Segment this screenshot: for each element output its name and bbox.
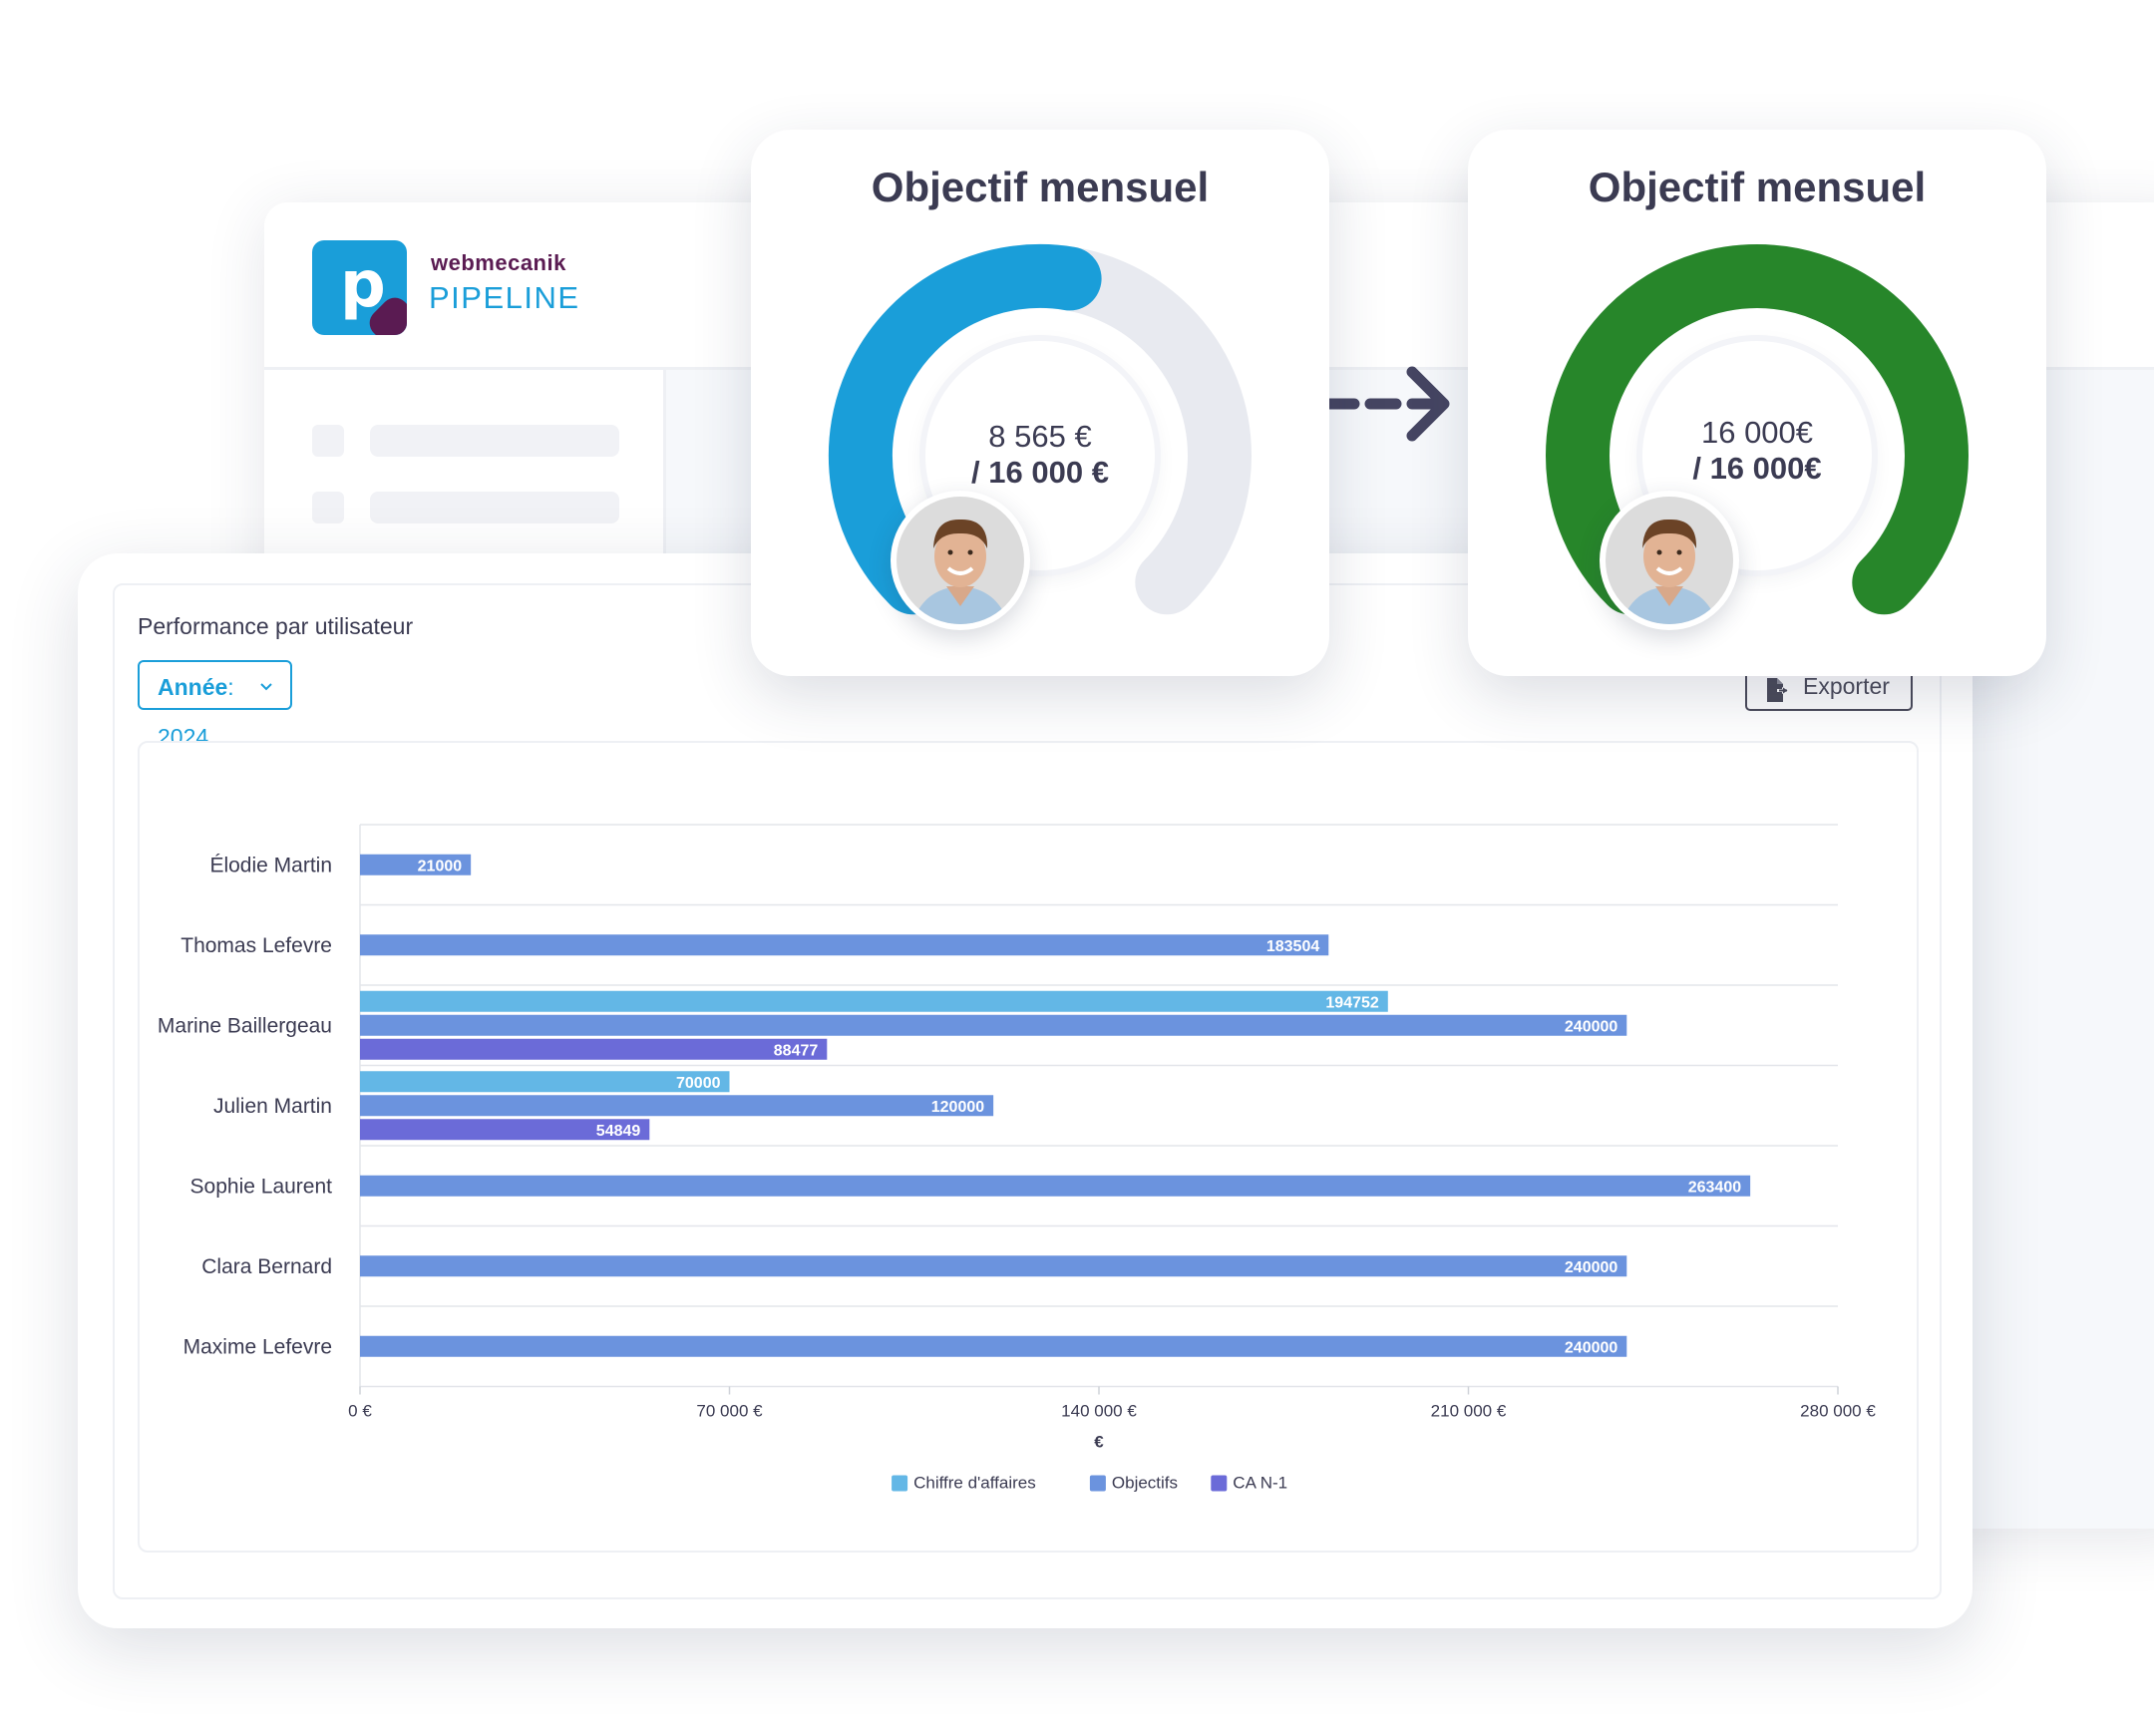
chevron-down-icon xyxy=(258,663,274,713)
avatar xyxy=(891,491,1030,630)
sidebar-placeholder-icon xyxy=(312,425,344,457)
objective-gauge xyxy=(1546,244,1969,615)
bar-value-label: 240000 xyxy=(1565,1339,1617,1356)
bar xyxy=(360,934,1329,956)
year-dropdown-label: Année xyxy=(158,674,228,700)
objective-gauge xyxy=(828,243,1252,615)
bar xyxy=(360,1038,828,1060)
bar-value-label: 21000 xyxy=(418,858,463,874)
legend-label: Objectifs xyxy=(1112,1474,1178,1493)
bar xyxy=(360,1071,730,1093)
gauge-fill xyxy=(828,243,1102,615)
category-label: Marine Baillergeau xyxy=(158,1014,332,1037)
objective-target: / 16 000€ xyxy=(1692,451,1822,486)
bar-value-label: 70000 xyxy=(676,1075,721,1092)
bar-value-label: 194752 xyxy=(1325,994,1378,1011)
objective-card-current: Objectif mensuel 8 565 € / 16 000 € xyxy=(751,130,1329,676)
panel-title: Performance par utilisateur xyxy=(138,613,414,639)
performance-card: Performance par utilisateur Année: 2024 … xyxy=(78,553,1973,1628)
bar-value-label: 240000 xyxy=(1565,1018,1617,1035)
x-axis-label: € xyxy=(1094,1433,1104,1452)
legend-label: CA N-1 xyxy=(1233,1474,1287,1493)
legend-label: Chiffre d'affaires xyxy=(913,1474,1036,1493)
bar xyxy=(360,990,1388,1012)
pipeline-logo-icon: p xyxy=(312,240,407,335)
objective-target: / 16 000 € xyxy=(971,455,1109,490)
arrow-right-icon xyxy=(1324,366,1450,442)
legend-swatch xyxy=(892,1475,908,1492)
bar-chart: 0 € 70 000 € 140 000 € 210 000 € 280 000 € €2… xyxy=(158,824,1876,1493)
x-tick-label: 140 000 € xyxy=(1061,1402,1137,1421)
x-tick-label: 0 € xyxy=(348,1402,372,1421)
x-tick-label: 210 000 € xyxy=(1431,1402,1507,1421)
objective-title: Objectif mensuel xyxy=(1588,164,1927,210)
category-label: Thomas Lefevre xyxy=(180,934,332,957)
bar xyxy=(360,1335,1627,1357)
bar xyxy=(360,1255,1627,1277)
category-label: Julien Martin xyxy=(213,1095,332,1118)
brand-product: PIPELINE xyxy=(429,280,580,315)
chart-container: 0 € 70 000 € 140 000 € 210 000 € 280 000 € €2… xyxy=(138,741,1919,1553)
bar-value-label: 240000 xyxy=(1565,1259,1617,1276)
x-tick-label: 280 000 € xyxy=(1800,1402,1876,1421)
bar xyxy=(360,1095,994,1117)
sidebar-placeholder-item[interactable] xyxy=(370,492,619,523)
bar-value-label: 88477 xyxy=(774,1042,819,1059)
year-dropdown[interactable]: Année: 2024 xyxy=(138,660,292,750)
bar xyxy=(360,1014,1627,1036)
bar xyxy=(360,1119,650,1141)
sidebar-placeholder-icon xyxy=(312,492,344,523)
category-label: Clara Bernard xyxy=(201,1255,332,1278)
objective-title: Objectif mensuel xyxy=(871,164,1210,210)
x-tick-label: 70 000 € xyxy=(696,1402,763,1421)
objective-card-achieved: Objectif mensuel 16 000€ / 16 000€ xyxy=(1468,130,2046,676)
bar-value-label: 263400 xyxy=(1688,1179,1741,1196)
bar xyxy=(360,1175,1751,1197)
sidebar-placeholder-item[interactable] xyxy=(370,425,619,457)
bar-value-label: 120000 xyxy=(931,1099,984,1116)
file-export-icon xyxy=(1763,673,1791,719)
bar xyxy=(360,854,472,875)
category-label: Maxime Lefevre xyxy=(183,1335,332,1358)
objective-value: 16 000€ xyxy=(1700,415,1814,450)
objective-value: 8 565 € xyxy=(988,419,1092,454)
brand-company: webmecanik xyxy=(431,250,566,275)
bar-value-label: 183504 xyxy=(1266,938,1319,955)
gauge-fill xyxy=(1546,244,1969,615)
category-label: Élodie Martin xyxy=(209,854,332,876)
legend-swatch xyxy=(1089,1475,1106,1492)
avatar xyxy=(1600,491,1739,630)
bar-value-label: 54849 xyxy=(596,1123,641,1140)
legend-swatch xyxy=(1211,1475,1228,1492)
export-label: Exporter xyxy=(1803,673,1890,699)
category-label: Sophie Laurent xyxy=(190,1175,333,1198)
